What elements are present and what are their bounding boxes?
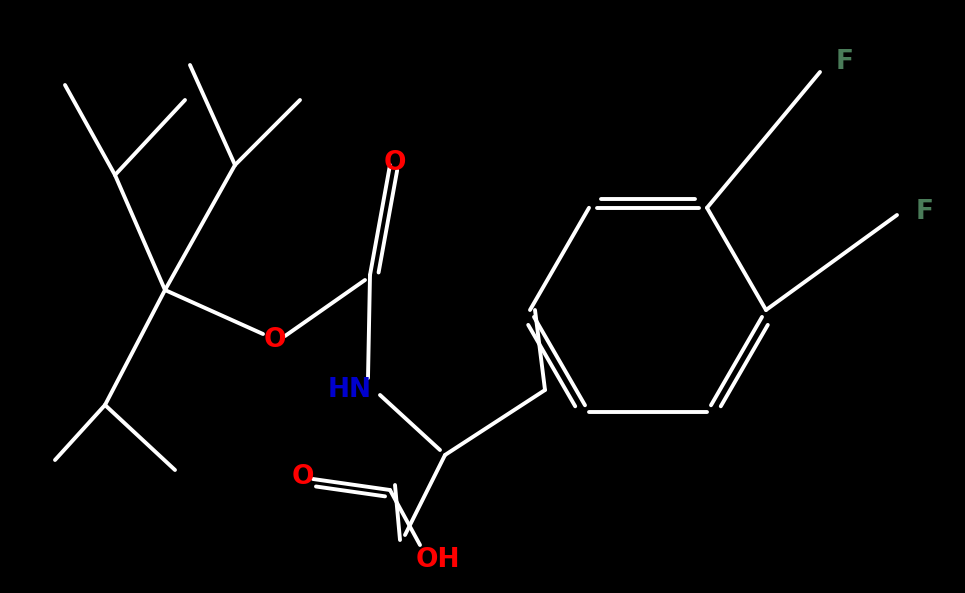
Text: F: F xyxy=(916,199,934,225)
Text: O: O xyxy=(291,464,315,490)
Text: HN: HN xyxy=(328,377,372,403)
Text: F: F xyxy=(836,49,854,75)
Text: O: O xyxy=(263,327,287,353)
Text: OH: OH xyxy=(416,547,460,573)
Text: O: O xyxy=(384,150,406,176)
